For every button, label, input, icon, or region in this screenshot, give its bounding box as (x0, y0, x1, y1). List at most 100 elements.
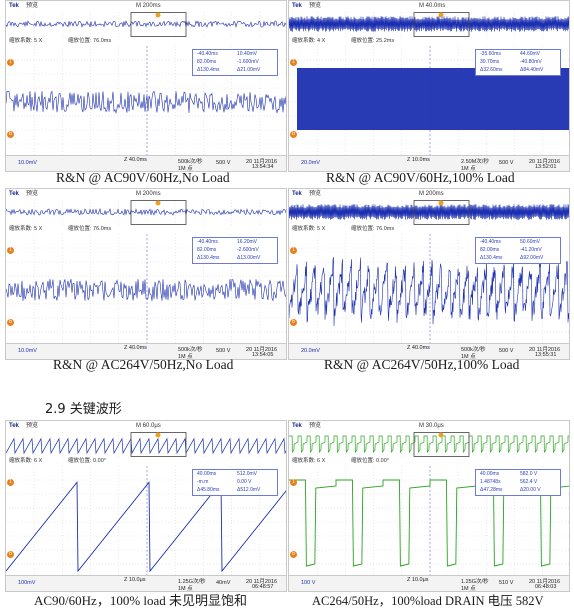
trigger-marker-icon (438, 12, 444, 18)
scope-screenshot-2: Tek 预览 M 40.0ms 缩放系数: 4 X 缩放位置: 25.2ms 1 b -35.… (288, 0, 570, 172)
zoomed-waveform (289, 46, 569, 158)
zoom-timebase: Z 40.0ms (124, 157, 147, 163)
zoom-timebase: Z 10.0μs (124, 577, 146, 583)
record-length: 1M 点 (461, 586, 476, 592)
zoomed-waveform (6, 234, 286, 346)
channel-marker-icon: 1 (290, 247, 297, 254)
cursor-value: Δ130.4ms (197, 67, 220, 73)
trigger-state: 预览 (26, 3, 39, 9)
cursor-readout: -40.40ms 16.20mV 82.00ms -2.600mV Δ130.4ms Δ1… (192, 237, 278, 264)
brand-label: Tek (9, 191, 19, 197)
cursor-value: 82.00ms (197, 247, 217, 253)
brand-label: Tek (292, 423, 302, 429)
zoom-window-bracket (413, 12, 470, 37)
channel-marker-icon: 1 (7, 479, 14, 486)
zoom-params: 缩放系数: 6 X 缩放位置: 0.00° (289, 457, 569, 466)
zoom-factor: 缩放系数: 5 X (9, 38, 43, 44)
date-label: 20 11月2016 (246, 347, 278, 353)
trigger-marker-icon (438, 200, 444, 206)
date-label: 20 11月2016 (246, 579, 278, 585)
ch1-scale: 100 V (301, 580, 316, 586)
zoom-window-bracket (413, 432, 470, 457)
overview-waveform (289, 12, 569, 37)
zoom-factor: 缩放系数: 6 X (9, 458, 43, 464)
trigger-marker-icon (155, 200, 161, 206)
zoom-position: 缩放位置: 0.00° (351, 458, 389, 464)
cursor-readout: 40.00ms 582.0 V 1.48748s 562.4 V Δ47.28ms Δ20… (475, 469, 561, 496)
cursor-value: -40.80mV (520, 59, 542, 65)
cursor-value: 10.40mV (237, 51, 258, 57)
zoom-factor: 缩放系数: 5 X (292, 226, 326, 232)
zoom-params: 缩放系数: 5 X 缩放位置: 76.0ms (6, 37, 286, 46)
record-length: 1M 点 (461, 166, 476, 172)
cursor-value: Δ32.60ms (480, 67, 503, 73)
trigger-state: 预览 (26, 423, 39, 429)
cursor-value: -35.60ms (480, 51, 501, 57)
cursor-value: 16.20mV (237, 239, 258, 245)
timebase-label: M 30.0μs (419, 423, 444, 429)
cursor-value: Δ20.00 V (520, 487, 541, 493)
cursor-value: 0.00 V (237, 479, 252, 485)
overview-waveform (289, 432, 569, 457)
ground-marker-icon: b (7, 319, 14, 326)
zoom-params: 缩放系数: 4 X 缩放位置: 25.2ms (289, 37, 569, 46)
ch1-scale: 100mV (18, 580, 36, 586)
brand-label: Tek (292, 191, 302, 197)
time-label: 13:55:31 (535, 352, 557, 358)
ground-marker-icon: b (7, 551, 14, 558)
zoom-window-bracket (130, 432, 187, 457)
dense-noise-band (297, 68, 569, 130)
timebase-label: M 40.0ms (419, 3, 446, 9)
cursor-value: 82.00ms (480, 247, 500, 253)
timebase-label: M 60.0μs (136, 423, 161, 429)
time-label: 13:52:01 (535, 164, 557, 170)
trigger-state: 预览 (309, 191, 322, 197)
ch1-scale: 10.0mV (18, 348, 37, 354)
cursor-value: Δ84.40mV (520, 67, 544, 73)
zoom-position: 缩放位置: 76.0ms (68, 226, 112, 232)
trigger-level: 40mV (216, 580, 231, 586)
cursor-value: Δ13.00mV (237, 255, 261, 261)
sample-rate: 1.25G次/秒 (461, 579, 489, 585)
cursor-value: -40.40ms (197, 51, 218, 57)
trigger-marker-icon (438, 432, 444, 438)
trigger-state: 预览 (309, 3, 322, 9)
record-length: 1M 点 (461, 354, 476, 360)
trigger-level: 500 V (216, 348, 231, 354)
date-label: 20 11月2016 (529, 347, 561, 353)
brand-label: Tek (9, 423, 19, 429)
scope-screenshot-1: Tek 预览 M 200ms 缩放系数: 5 X 缩放位置: 76.0ms 1 b -40.4… (5, 0, 287, 172)
cursor-value: 1.48748s (480, 479, 501, 485)
cursor-value: -m.m (197, 479, 209, 485)
cursor-value: 50.60mV (520, 239, 541, 245)
scope-top-bar: Tek 预览 M 200ms (6, 189, 286, 200)
ch1-scale: 20.0mV (301, 160, 320, 166)
status-bar: 100mV Z 10.0μs 1.25G次/秒 1M 点 40mV 20 11月2016 0… (6, 575, 286, 591)
cursor-value: 40.00ms (197, 471, 217, 477)
zoom-factor: 缩放系数: 6 X (292, 458, 326, 464)
zoom-timebase: Z 10.0ms (407, 157, 430, 163)
trigger-state: 预览 (26, 191, 39, 197)
ground-marker-icon: b (290, 131, 297, 138)
sample-rate: 1.25G次/秒 (178, 579, 206, 585)
time-label: 13:54:05 (252, 352, 274, 358)
caption-2: R&N @ AC90V/60Hz,100% Load (326, 170, 515, 185)
zoom-timebase: Z 40.0ms (407, 345, 430, 351)
cursor-value: -40.40ms (197, 239, 218, 245)
sample-rate: 500k次/秒 (178, 347, 203, 353)
ch1-scale: 10.0mV (18, 160, 37, 166)
status-bar: 10.0mV Z 40.0ms 500k次/秒 1M 点 500 V 20 11月2016… (6, 343, 286, 359)
record-length: 1M 点 (178, 166, 193, 172)
cursor-value: Δ45.80ms (197, 487, 220, 493)
scope-top-bar: Tek 预览 M 200ms (289, 189, 569, 200)
zoom-position: 缩放位置: 76.0ms (351, 226, 395, 232)
timebase-label: M 200ms (419, 191, 444, 197)
channel-marker-icon: 1 (290, 479, 297, 486)
zoom-params: 缩放系数: 5 X 缩放位置: 76.0ms (289, 225, 569, 234)
date-label: 20 11月2016 (529, 579, 561, 585)
scope-top-bar: Tek 预览 M 30.0μs (289, 421, 569, 432)
ground-marker-icon: b (290, 551, 297, 558)
cursor-value: -2.600mV (237, 247, 259, 253)
status-bar: 10.0mV Z 40.0ms 500k次/秒 1M 点 500 V 20 11月2016… (6, 155, 286, 171)
trigger-marker-icon (155, 12, 161, 18)
